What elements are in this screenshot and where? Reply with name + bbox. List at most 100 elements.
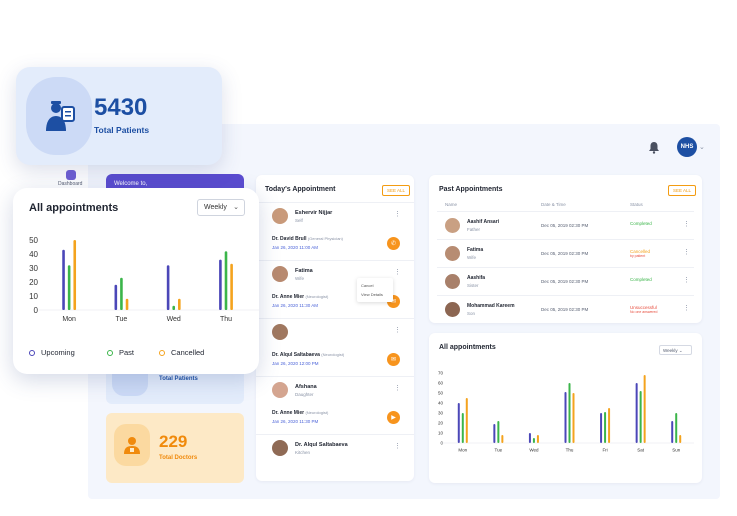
view-details-menu-item[interactable]: View Details [361,292,383,297]
total-doctors-label: Total Doctors [159,455,198,461]
video-icon[interactable]: ▶ [387,411,400,424]
y-tick-label: 70 [438,371,444,376]
all-appointments-card: All appointments 010203040506070MonTueWe… [429,333,702,483]
todays-appointment-card: Today's Appointment SEE ALL Eshervir Nij… [256,175,414,481]
more-options-icon[interactable]: ⋮ [394,443,401,450]
y-tick-label: 30 [29,264,38,273]
bar-cancelled [178,298,181,310]
y-tick-label: 30 [438,411,444,416]
y-tick-label: 60 [438,381,444,386]
patient-relation: Son [467,311,476,316]
bar-past [67,265,71,310]
bar-past [172,305,176,310]
doctor-specialty: (Neurologist) [305,410,329,415]
status-badge: Unsuccessful No one answered [630,305,657,314]
all-appointments-title: All appointments [439,344,496,351]
x-tick-label: Wed [167,316,181,323]
past-appointments-card: Past Appointments SEE ALL Name Date & Ti… [429,175,702,323]
doctor-name: Dr. Anne Mier (Neurologist) [272,410,328,416]
total-patients-label-bg: Total Patients [159,376,198,382]
more-options-icon[interactable]: ⋮ [683,221,690,228]
bar-upcoming [635,383,638,443]
bar-past [604,412,607,443]
bell-icon[interactable] [648,141,660,154]
bar-past [639,391,642,443]
patient-name: Afshana [295,384,317,390]
appointment-datetime: Dec 05, 2019 02:30 PM [541,251,589,256]
avatar [272,324,288,340]
status-text: Cancelled [630,249,651,254]
y-tick-label: 0 [34,306,39,315]
cancel-menu-item[interactable]: Cancel [361,283,374,288]
see-all-button[interactable]: SEE ALL [668,185,697,196]
patient-name: Fatima [467,247,484,253]
see-all-button[interactable]: SEE ALL [382,185,411,196]
list-item[interactable]: Fatima Wife ⋮ Dr. Anne Mier (Neurologist) Ja… [256,260,414,318]
welcome-text: Welcome to, [114,181,148,187]
table-row[interactable]: Aashifa Sister Dec 05, 2019 02:30 PM Comple… [437,267,694,295]
avatar [445,246,460,261]
patient-icon [26,77,92,155]
status-badge: Completed [630,277,652,282]
table-row[interactable]: Mohammad Kareem Son Dec 05, 2019 02:30 PM U… [437,295,694,323]
more-options-icon[interactable]: ⋮ [394,269,401,276]
legend-upcoming: Upcoming [29,348,75,357]
weekly-dropdown[interactable]: Weekly ⌄ [197,199,245,216]
weekly-dropdown[interactable]: Weekly ⌄ [659,345,692,355]
column-header-datetime: Date & Time [541,202,566,207]
doctor-specialty: (Neurologist) [305,294,329,299]
patient-relation: Wife [467,255,476,260]
avatar [272,208,288,224]
status-text: Unsuccessful [630,305,657,310]
table-row[interactable]: Aashif Ansari Father Dec 05, 2019 02:30 PM… [437,211,694,239]
bar-upcoming [166,265,170,310]
weekly-dropdown-label: Weekly [663,348,678,353]
sidebar-item-dashboard[interactable]: Dashboard [58,181,83,187]
list-item[interactable]: ⋮ Dr. Alqul Saltabaeva (Neurologist) Jan 2… [256,318,414,376]
avatar [445,274,460,289]
doctor-specialty: (Neurologist) [321,352,345,357]
all-appointments-title: All appointments [29,202,119,214]
more-options-icon[interactable]: ⋮ [394,327,401,334]
more-options-icon[interactable]: ⋮ [683,249,690,256]
more-options-icon[interactable]: ⋮ [394,385,401,392]
bar-upcoming [528,433,531,443]
patient-relation: Wife [295,276,304,281]
list-item[interactable]: Dr. Alqul Saltabaeva Kitchen ⋮ [256,434,414,492]
bar-cancelled [73,240,77,310]
more-options-icon[interactable]: ⋮ [683,277,690,284]
y-tick-label: 20 [29,278,38,287]
legend-label: Past [119,348,135,357]
bar-past [461,413,464,443]
list-item[interactable]: Eshervir Nijjar Self ⋮ Dr. David Brull (Gen… [256,202,414,260]
bar-upcoming [457,403,460,443]
y-tick-label: 40 [438,401,444,406]
y-tick-label: 20 [438,421,444,426]
avatar [272,266,288,282]
patient-relation: Daughter [295,392,314,397]
weekly-dropdown-label: Weekly [204,204,227,211]
bar-past [497,421,500,443]
dashboard-icon[interactable] [66,170,76,180]
appointment-datetime: Jan 26, 2020 11:30 PM [272,419,319,424]
status-text: Completed [630,221,652,226]
chevron-down-icon[interactable]: ⌄ [699,144,705,151]
doctor-name: Dr. David Brull (General Physician) [272,236,343,242]
legend-label: Upcoming [41,348,75,357]
list-item[interactable]: Afshana Daughter ⋮ Dr. Anne Mier (Neurologi… [256,376,414,434]
table-row[interactable]: Fatima Wife Dec 05, 2019 02:30 PM Cancelled… [437,239,694,267]
chevron-down-icon: ⌄ [233,204,239,211]
status-badge: Completed [630,221,652,226]
avatar[interactable]: NHS [677,137,697,157]
all-appointments-chart: 010203040506070MonTueWedThuFriSatSun [438,371,694,453]
column-header-status: Status [630,202,643,207]
bar-cancelled [501,435,504,443]
x-tick-label: Mon [458,448,467,453]
x-tick-label: Sun [672,448,681,453]
appointment-datetime: Dec 05, 2019 02:30 PM [541,279,589,284]
more-options-icon[interactable]: ⋮ [683,305,690,312]
phone-icon[interactable]: ✆ [387,237,400,250]
chat-icon[interactable]: ✉ [387,353,400,366]
more-options-icon[interactable]: ⋮ [394,211,401,218]
